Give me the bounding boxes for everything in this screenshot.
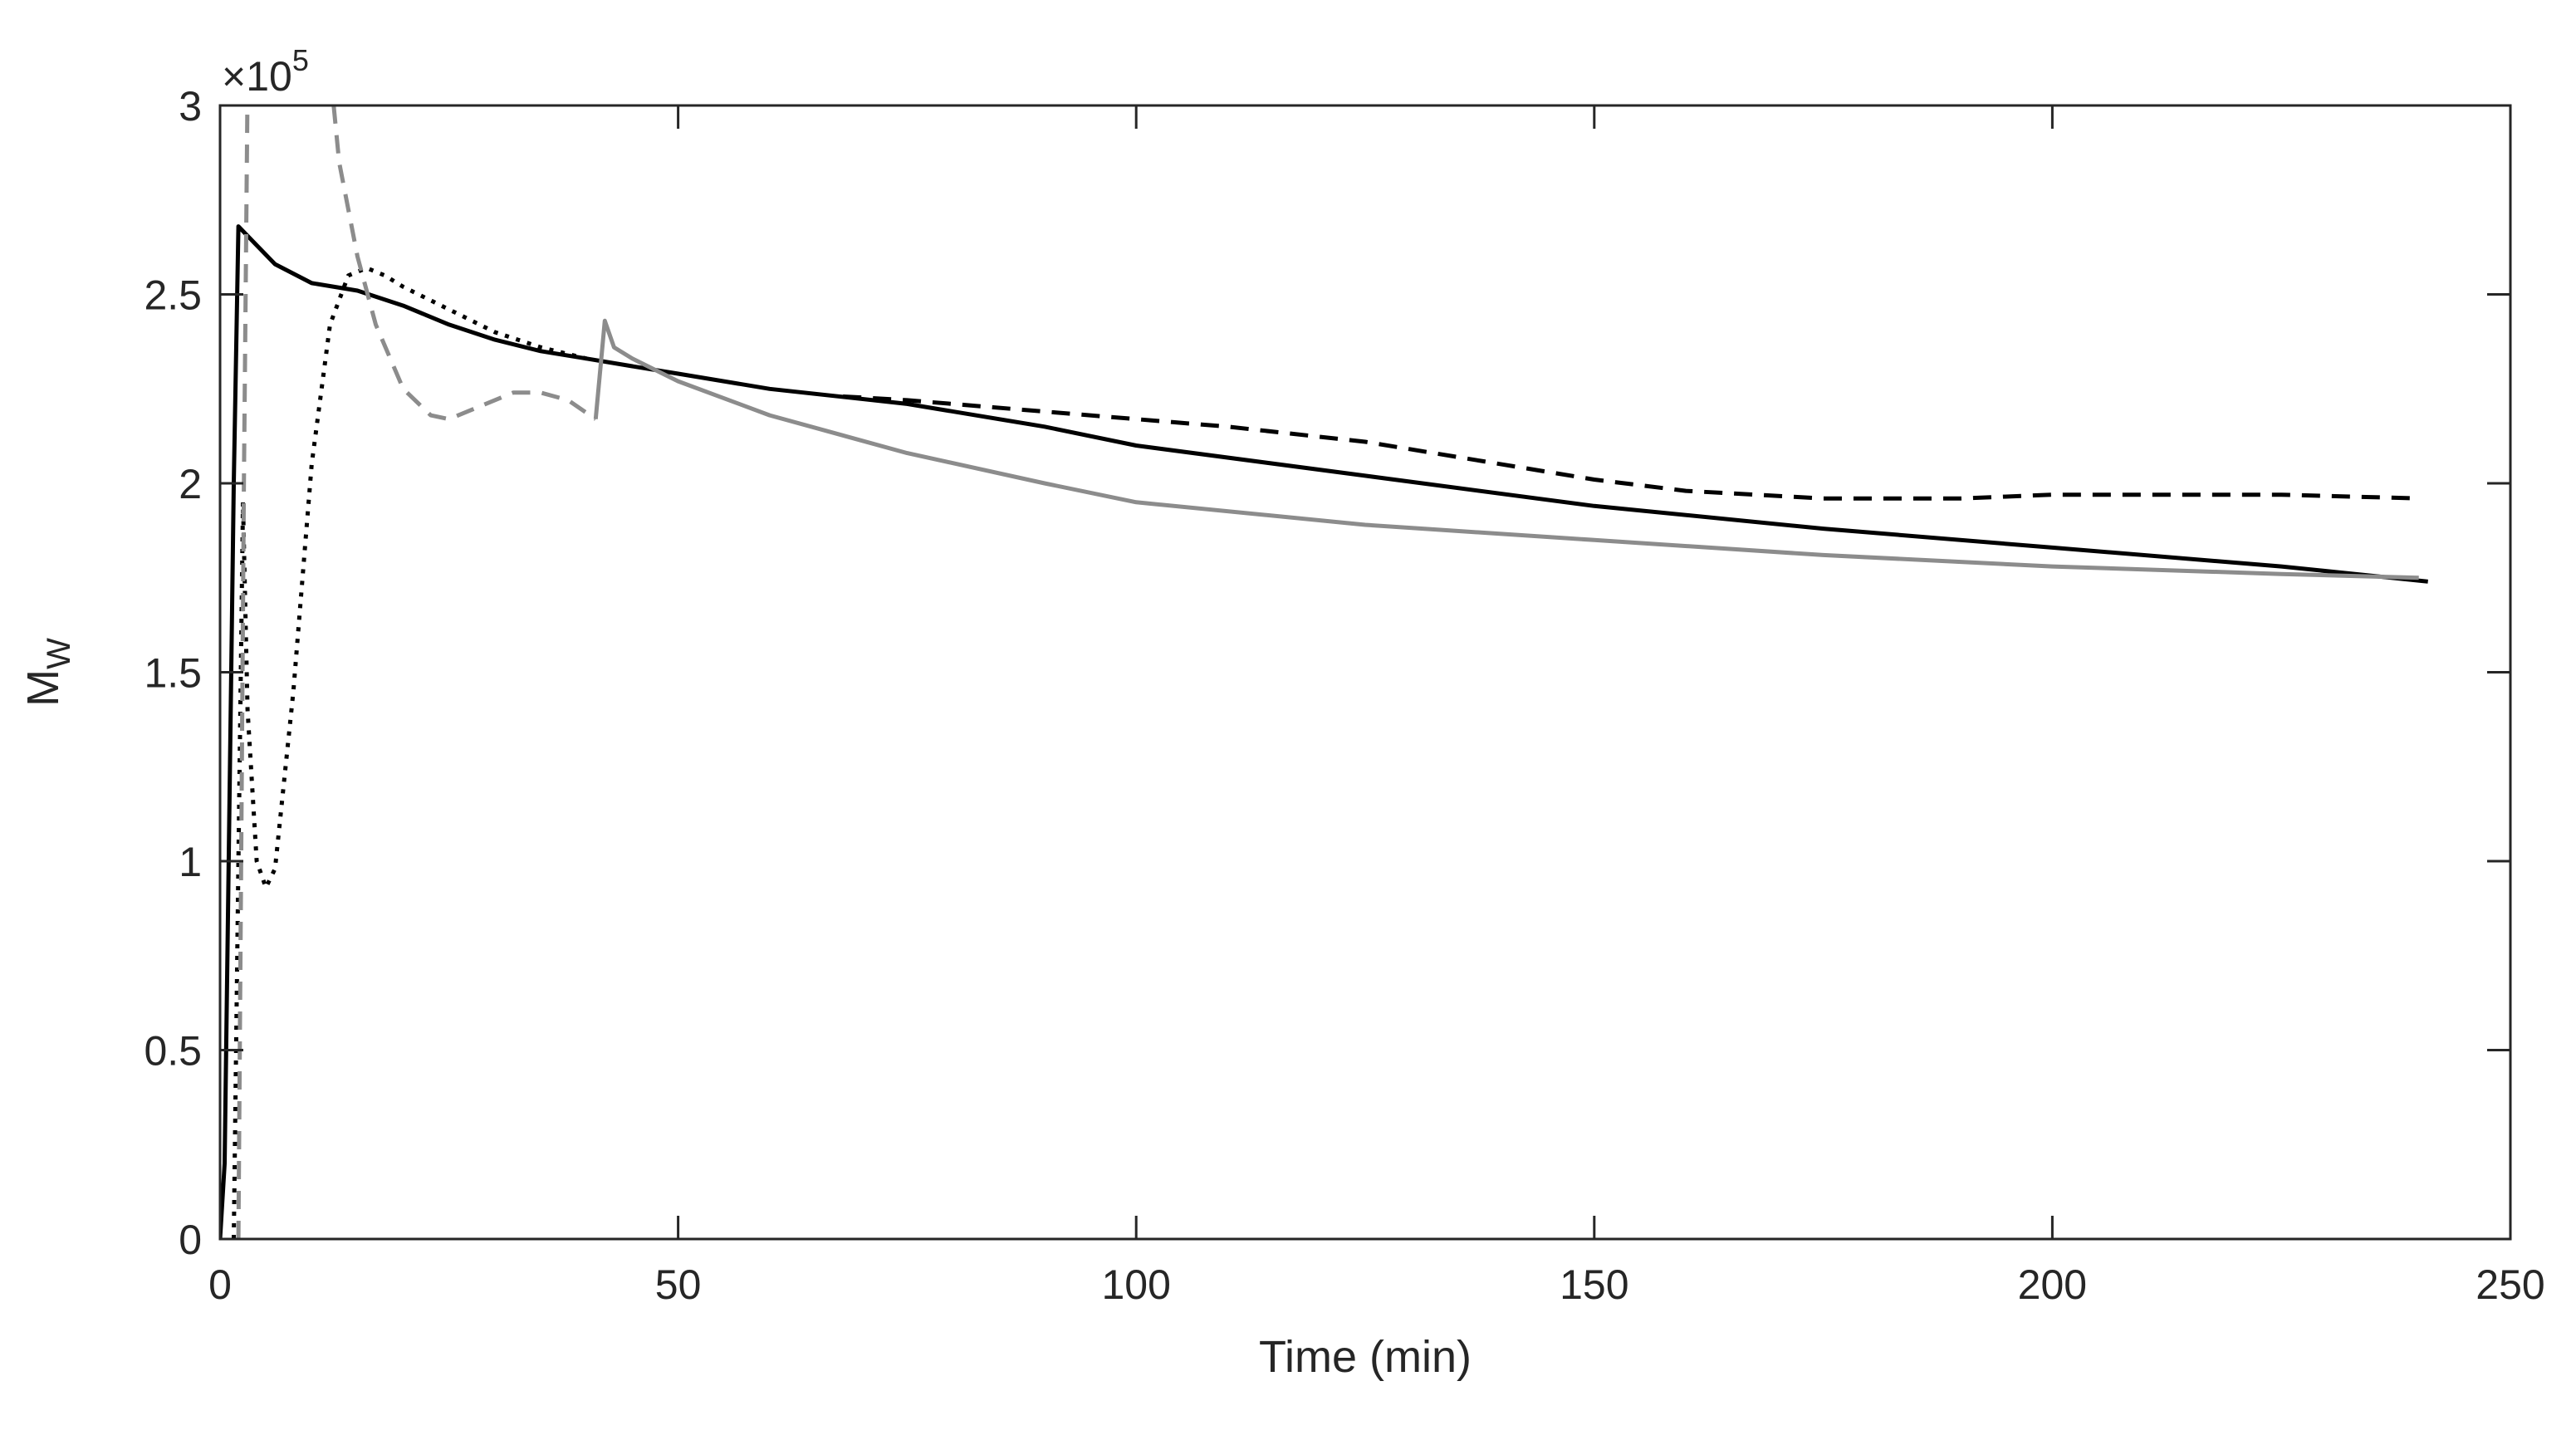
x-axis-title: Time (min) bbox=[1259, 1332, 1472, 1382]
x-tick-label: 100 bbox=[1101, 1261, 1170, 1308]
x-tick-label: 50 bbox=[655, 1261, 702, 1308]
series-gray-solid bbox=[593, 318, 2419, 580]
series-black-dotted bbox=[232, 266, 587, 1239]
y-tick-label: 1.5 bbox=[144, 650, 202, 697]
y-tick-label: 0 bbox=[179, 1217, 202, 1263]
x-axis: 0 50 100 150 200 250 bbox=[208, 105, 2545, 1308]
y-tick-label: 3 bbox=[179, 83, 202, 130]
y-axis-title-main: M bbox=[18, 669, 68, 707]
series-layer bbox=[220, 105, 2428, 1239]
y-multiplier-base: ×10 bbox=[222, 53, 292, 100]
y-tick-label: 2 bbox=[179, 461, 202, 507]
y-axis-exponent-label: ×105 bbox=[222, 43, 309, 100]
y-axis-title: MW bbox=[18, 638, 77, 707]
y-tick-label: 1 bbox=[179, 839, 202, 885]
y-tick-label: 0.5 bbox=[144, 1028, 202, 1075]
x-tick-label: 200 bbox=[2018, 1261, 2087, 1308]
y-tick-label: 2.5 bbox=[144, 272, 202, 319]
x-tick-label: 250 bbox=[2476, 1261, 2544, 1308]
x-tick-label: 0 bbox=[208, 1261, 232, 1308]
y-axis-title-subscript: W bbox=[41, 638, 77, 669]
x-tick-label: 150 bbox=[1560, 1261, 1628, 1308]
series-black-dashed bbox=[843, 394, 2419, 501]
y-multiplier-exponent: 5 bbox=[292, 43, 309, 77]
y-axis: 0 0.5 1 1.5 2 2.5 3 bbox=[144, 83, 2510, 1263]
